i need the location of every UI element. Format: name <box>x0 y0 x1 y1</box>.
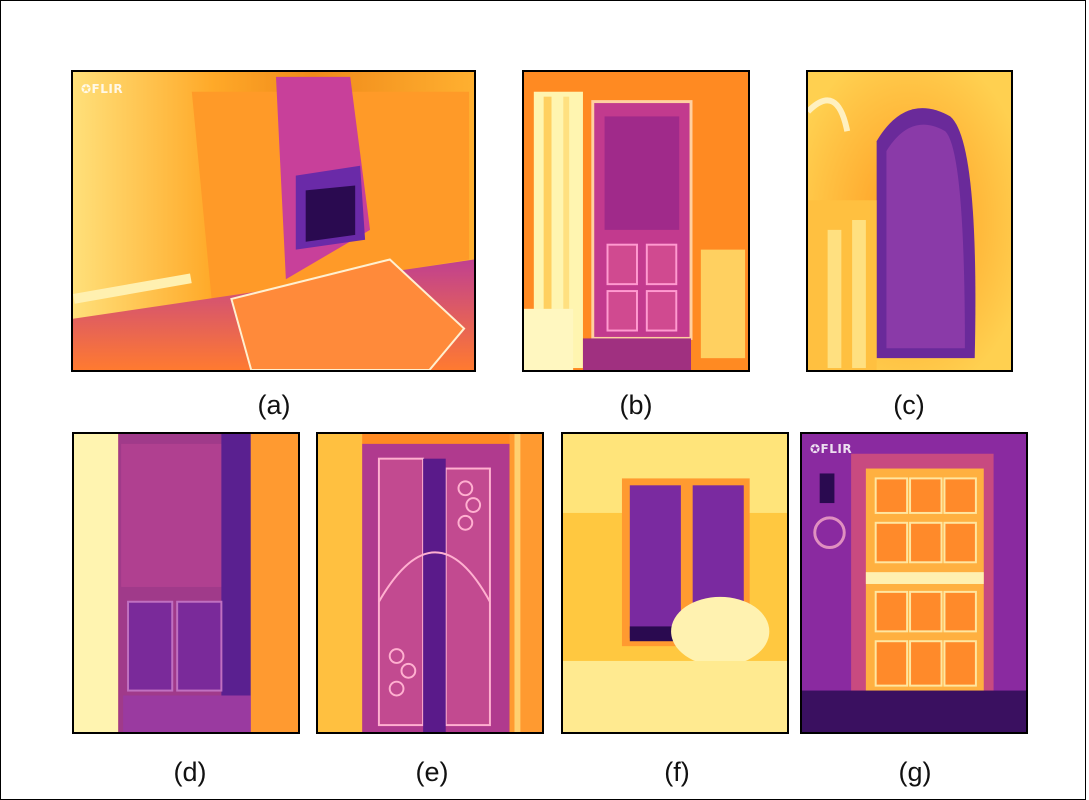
caption-g: (g) <box>898 757 932 787</box>
caption-d: (d) <box>173 757 207 787</box>
thermal-image-g: ✪FLIR <box>800 432 1028 734</box>
thermal-image-a: ✪FLIR <box>71 70 476 372</box>
thermal-image-b <box>522 70 750 372</box>
caption-e: (e) <box>415 757 449 787</box>
caption-b: (b) <box>619 390 653 420</box>
caption-f: (f) <box>664 757 690 787</box>
thermal-image-f <box>561 432 789 734</box>
thermal-image-e <box>316 432 544 734</box>
caption-c: (c) <box>893 390 925 420</box>
caption-a: (a) <box>257 390 291 420</box>
thermal-image-d <box>72 432 300 734</box>
thermal-image-c <box>806 70 1013 372</box>
flir-logo: ✪FLIR <box>810 442 853 456</box>
flir-logo: ✪FLIR <box>81 82 124 96</box>
